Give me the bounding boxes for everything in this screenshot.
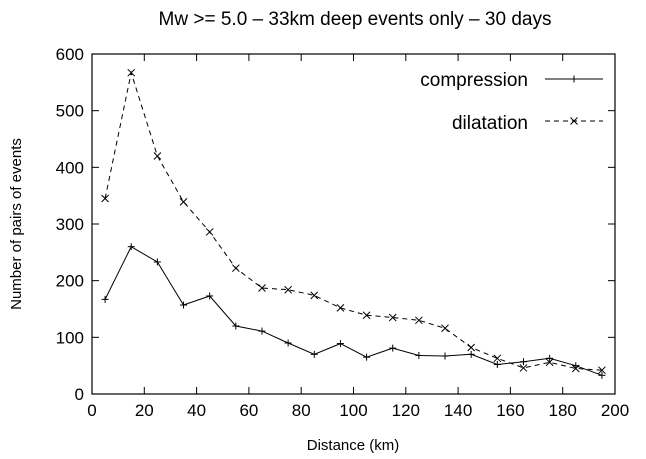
data-point-dilatation: [519, 364, 528, 372]
x-tick-label: 100: [339, 401, 367, 420]
data-point-compression: [441, 352, 449, 360]
data-point-compression: [284, 339, 292, 347]
data-point-compression: [310, 350, 318, 358]
y-tick-label: 0: [75, 385, 84, 404]
y-tick-label: 600: [56, 45, 84, 64]
data-point-dilatation: [415, 316, 423, 325]
series-line-dilatation: [104, 70, 602, 371]
data-point-dilatation: [310, 291, 319, 300]
data-point-dilatation: [571, 364, 580, 373]
y-tick-label: 400: [56, 158, 84, 177]
x-tick-label: 140: [444, 401, 472, 420]
legend-marker-compression: [570, 75, 578, 83]
data-point-dilatation: [598, 366, 606, 375]
x-tick-label: 120: [392, 401, 420, 420]
data-point-compression: [153, 258, 161, 266]
x-tick-label: 200: [601, 401, 629, 420]
data-point-dilatation: [179, 198, 188, 206]
legend: compression dilatation: [420, 70, 603, 134]
data-point-dilatation: [153, 152, 162, 160]
chart-title: Mw >= 5.0 – 33km deep events only – 30 d…: [159, 9, 552, 30]
legend-label-dilatation: dilatation: [452, 113, 528, 134]
data-point-dilatation: [258, 284, 266, 292]
x-tick-label: 40: [187, 401, 206, 420]
y-tick-label: 500: [56, 102, 84, 121]
legend-marker-dilatation: [570, 117, 578, 125]
data-point-compression: [363, 353, 371, 361]
data-point-compression: [127, 243, 135, 251]
plot-frame: [91, 53, 616, 395]
y-tick-label: 100: [56, 328, 84, 347]
data-point-dilatation: [284, 285, 292, 294]
data-point-compression: [336, 340, 344, 348]
x-tick-label: 180: [549, 401, 577, 420]
legend-marker-compression-glyph: [570, 75, 578, 83]
data-point-compression: [258, 327, 266, 335]
y-tick-label: 300: [56, 215, 84, 234]
series-layer: [101, 68, 606, 379]
series-line-compression: [104, 245, 603, 376]
y-axis-label: Number of pairs of events: [8, 138, 25, 310]
data-point-dilatation: [467, 343, 476, 352]
data-point-dilatation: [362, 311, 371, 320]
data-point-compression: [415, 351, 423, 359]
data-point-compression: [493, 361, 501, 369]
legend-label-compression: compression: [420, 70, 528, 91]
series-dilatation: [101, 68, 606, 375]
data-point-dilatation: [545, 358, 554, 367]
data-point-dilatation: [493, 354, 502, 363]
data-point-compression: [467, 350, 475, 358]
data-point-compression: [101, 295, 109, 303]
y-axis: 0 100 200 300 400 500 600: [56, 45, 615, 404]
data-point-compression: [232, 322, 240, 330]
x-tick-label: 160: [496, 401, 524, 420]
x-axis: 0 20 40 60 80 100 120 140 160 180 200: [87, 54, 629, 420]
data-point-compression: [519, 358, 527, 366]
data-point-dilatation: [388, 313, 397, 322]
y-tick-label: 200: [56, 272, 84, 291]
x-tick-label: 80: [292, 401, 311, 420]
data-point-dilatation: [101, 194, 109, 203]
data-point-compression: [180, 301, 188, 309]
data-point-dilatation: [441, 324, 449, 333]
data-point-dilatation: [127, 68, 136, 77]
x-tick-label: 20: [135, 401, 154, 420]
legend-marker-dilatation-glyph: [570, 117, 578, 125]
data-point-dilatation: [231, 264, 240, 273]
x-tick-label: 60: [239, 401, 258, 420]
data-point-dilatation: [205, 228, 214, 236]
data-point-compression: [598, 371, 606, 379]
x-tick-label: 0: [87, 401, 96, 420]
series-compression: [101, 243, 606, 379]
data-point-compression: [389, 344, 397, 352]
data-point-compression: [546, 354, 554, 362]
data-point-compression: [206, 292, 214, 300]
data-point-dilatation: [336, 304, 345, 312]
x-axis-label: Distance (km): [307, 437, 400, 454]
